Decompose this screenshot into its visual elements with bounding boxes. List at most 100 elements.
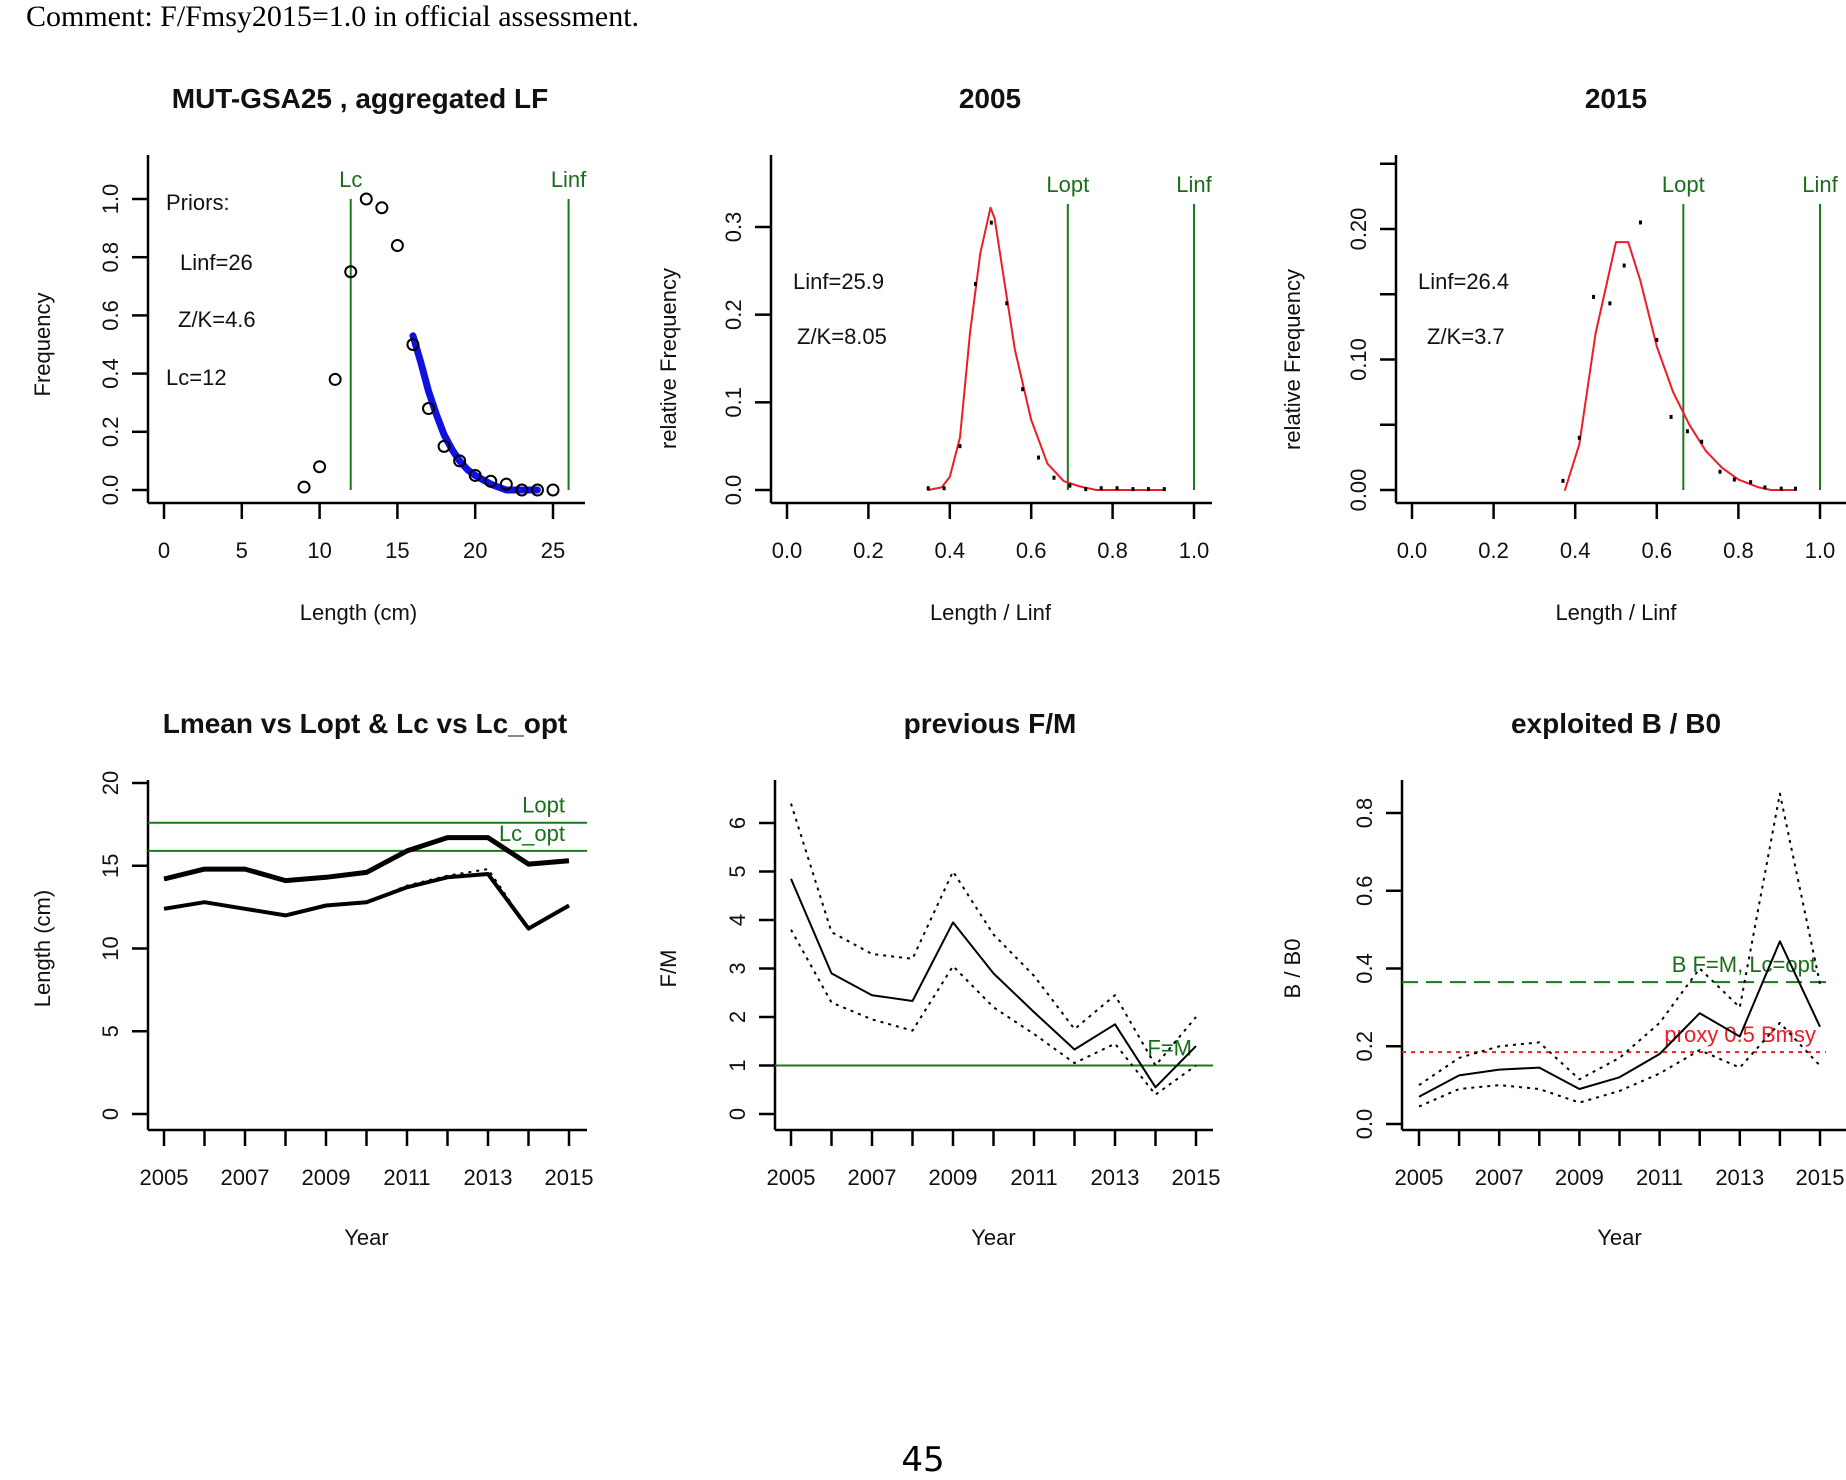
data-point: [1115, 486, 1119, 491]
data-point: [942, 486, 946, 491]
data-point: [1577, 435, 1581, 440]
hline-label: Lc_opt: [499, 821, 565, 846]
x-tick-label: 2013: [1091, 1165, 1140, 1190]
y-tick-label: 1: [725, 1059, 750, 1071]
x-tick-label: 15: [385, 538, 409, 563]
x-tick-label: 5: [236, 538, 248, 563]
y-tick-label: 2: [725, 1011, 750, 1023]
data-point: [1638, 220, 1642, 225]
annotation: Linf=25.9: [793, 269, 884, 294]
y-tick-label: 0.3: [721, 212, 746, 243]
data-point: [1131, 487, 1135, 492]
data-point: [1718, 469, 1722, 474]
data-point: [1052, 475, 1056, 480]
data-point: [1037, 455, 1041, 460]
y-tick-label: 0: [98, 1108, 123, 1120]
data-point: [1794, 486, 1798, 491]
y-tick-label: 0.20: [1346, 208, 1371, 251]
y-tick-label: 10: [98, 936, 123, 960]
series-f-m: [790, 878, 1197, 1089]
y-tick-label: 5: [98, 1025, 123, 1037]
x-tick-label: 0.4: [1560, 538, 1591, 563]
x-tick-label: 2011: [1636, 1165, 1683, 1190]
x-tick-label: 2015: [1796, 1165, 1845, 1190]
chart-title: 2005: [959, 83, 1021, 114]
data-point: [989, 220, 993, 225]
data-point: [422, 402, 436, 416]
x-tick-label: 0.8: [1097, 538, 1128, 563]
data-point: [1749, 480, 1753, 485]
x-tick-label: 2005: [767, 1165, 816, 1190]
x-tick-label: 2009: [302, 1165, 351, 1190]
data-point: [1655, 337, 1659, 342]
y-tick-label: 0.2: [98, 417, 123, 448]
chart-aggregated-lf: MUT-GSA25 , aggregated LF 0 5 10 15 20 25 0.0 0.…: [30, 83, 587, 625]
vline-label: Lc: [339, 167, 362, 192]
y-tick-label: 0.0: [98, 475, 123, 506]
y-tick-label: 0.2: [721, 299, 746, 330]
data-point: [1763, 485, 1767, 490]
y-tick-label: 0.0: [1352, 1109, 1377, 1140]
y-tick-label: 0.0: [721, 475, 746, 506]
data-point: [344, 265, 358, 279]
data-point: [1068, 483, 1072, 488]
y-tick-label: 15: [98, 854, 123, 878]
x-tick-label: 1.0: [1805, 538, 1836, 563]
series-lower: [790, 929, 1197, 1096]
data-point: [958, 444, 962, 449]
data-point: [359, 192, 373, 206]
x-tick-label: 0.0: [772, 538, 803, 563]
x-tick-label: 2013: [1715, 1165, 1764, 1190]
data-point: [375, 201, 389, 215]
annotation: Linf=26.4: [1418, 269, 1509, 294]
x-axis-label: Year: [1597, 1225, 1641, 1250]
chart-title: previous F/M: [904, 708, 1077, 739]
x-tick-label: 10: [307, 538, 331, 563]
data-point: [1592, 294, 1596, 299]
y-axis-label: relative Frequency: [1280, 269, 1305, 450]
y-tick-label: 0.6: [98, 300, 123, 331]
x-tick-label: 0.0: [1397, 538, 1428, 563]
x-axis-label: Length / Linf: [1555, 600, 1677, 625]
y-tick-label: 0.4: [1352, 953, 1377, 984]
vline-label: Lopt: [1662, 172, 1705, 197]
x-tick-label: 0.8: [1723, 538, 1754, 563]
series-upper: [790, 803, 1197, 1067]
series-lc: [163, 872, 570, 931]
y-tick-label: 3: [725, 962, 750, 974]
y-axis-label: Frequency: [30, 293, 55, 397]
data-point: [973, 281, 977, 286]
x-tick-label: 20: [463, 538, 487, 563]
y-axis-label: B / B0: [1280, 939, 1305, 999]
data-point: [1146, 487, 1150, 492]
annotation: Priors:: [166, 190, 230, 215]
chart-title: Lmean vs Lopt & Lc vs Lc_opt: [163, 708, 568, 739]
data-point: [1162, 487, 1166, 492]
y-axis-label: Length (cm): [30, 890, 55, 1007]
x-tick-label: 0.4: [935, 538, 966, 563]
x-tick-label: 0.6: [1642, 538, 1673, 563]
y-tick-label: 4: [725, 914, 750, 926]
chart-lf-2015: 2015 0.0 0.2 0.4 0.6 0.8 1.0 0.00 0.10 0.20 Length…: [1280, 83, 1846, 625]
series-lmean: [163, 835, 570, 884]
hline-label: Lopt: [522, 793, 565, 818]
y-tick-label: 0.6: [1352, 875, 1377, 906]
annotation: Z/K=8.05: [797, 324, 887, 349]
x-tick-label: 2011: [1010, 1165, 1057, 1190]
data-point: [1021, 387, 1025, 392]
x-tick-label: 0.6: [1016, 538, 1047, 563]
y-tick-label: 0.8: [1352, 798, 1377, 829]
annotation: Z/K=3.7: [1427, 324, 1505, 349]
data-point: [297, 480, 311, 494]
data-point: [1732, 477, 1736, 482]
y-tick-label: 20: [98, 771, 123, 795]
x-tick-label: 25: [541, 538, 565, 563]
y-tick-label: 0: [725, 1108, 750, 1120]
data-point: [515, 483, 529, 497]
vline-label: Linf: [551, 167, 587, 192]
x-axis-label: Year: [971, 1225, 1015, 1250]
page-number: 45: [901, 1440, 945, 1480]
vline-label: Linf: [1176, 172, 1212, 197]
